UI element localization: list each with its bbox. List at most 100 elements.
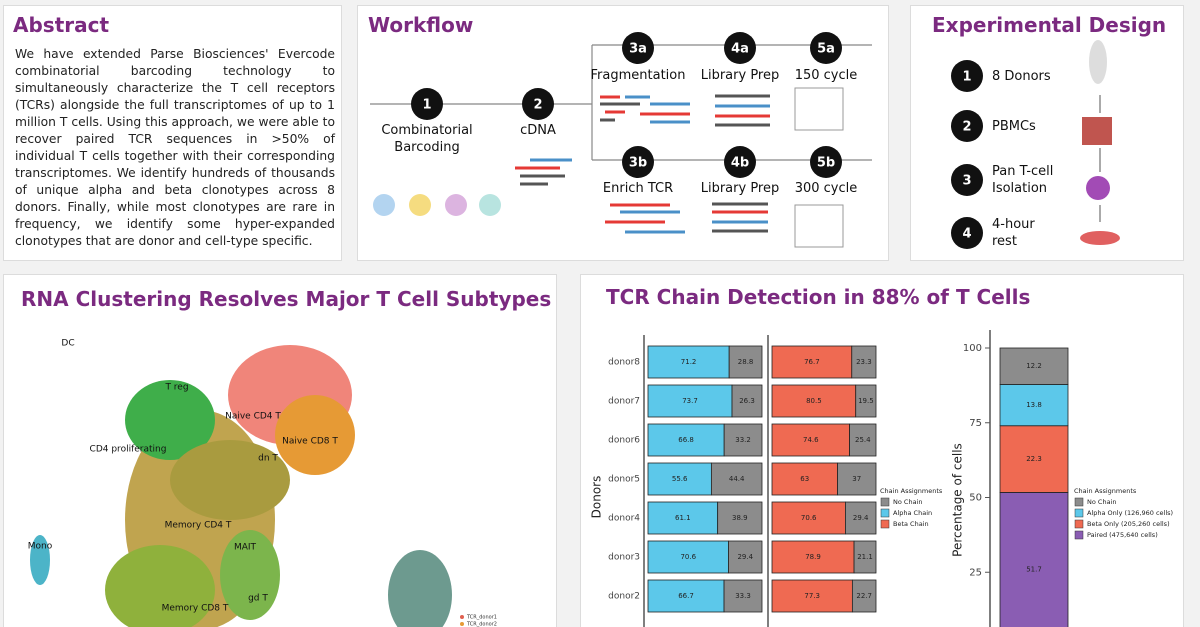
legend-label: Alpha Only (126,960 cells) <box>1087 509 1173 517</box>
legend-swatch <box>880 519 890 529</box>
cluster-label: gd T <box>248 594 268 604</box>
rna-title: RNA Clustering Resolves Major T Cell Sub… <box>21 287 552 311</box>
value-label: 78.9 <box>805 553 821 561</box>
tcr-title: TCR Chain Detection in 88% of T Cells <box>606 285 1031 309</box>
step-badge <box>411 88 443 120</box>
value-label: 76.7 <box>804 358 820 366</box>
bar-segment <box>855 384 877 418</box>
step-label: 150 cycle <box>794 68 858 83</box>
legend-label: Alpha Chain <box>893 509 932 517</box>
value-label: 33.3 <box>735 592 751 600</box>
step-badge <box>951 164 983 196</box>
step-badge <box>522 88 554 120</box>
bar-segment <box>999 347 1069 385</box>
legend-swatch <box>460 622 464 626</box>
value-label: 63 <box>800 475 809 483</box>
step-badge <box>724 32 756 64</box>
value-label: 71.2 <box>681 358 697 366</box>
legend-swatch <box>1074 530 1084 540</box>
step-label: 300 cycle <box>794 181 858 196</box>
workflow-title: Workflow <box>368 13 474 37</box>
bar-segment <box>647 423 725 457</box>
bar-segment <box>647 540 729 574</box>
step-number: 3b <box>629 156 647 171</box>
legend-label: Paired (475,640 cells) <box>1087 531 1158 539</box>
step-label: cDNA <box>520 123 556 138</box>
bar-segment <box>723 423 763 457</box>
step-number: 2 <box>962 120 971 135</box>
bar-segment <box>771 501 846 535</box>
step-badge <box>951 217 983 249</box>
bar-segment <box>851 579 877 613</box>
bar-segment <box>728 540 763 574</box>
value-label: 21.1 <box>857 553 873 561</box>
legend-label: No Chain <box>893 498 922 506</box>
step-badge <box>724 146 756 178</box>
value-label: 25.4 <box>855 436 871 444</box>
step-number: 3a <box>629 42 647 57</box>
step-label: Fragmentation <box>590 68 686 83</box>
bar-segment <box>771 579 853 613</box>
step-number: 4b <box>731 156 749 171</box>
legend-title: Chain Assignments <box>880 487 943 495</box>
step-badge <box>622 146 654 178</box>
value-label: 80.5 <box>806 397 822 405</box>
cluster-label: CD4 proliferating <box>90 445 167 455</box>
value-label: 22.7 <box>856 592 872 600</box>
value-label: 73.7 <box>682 397 698 405</box>
design-label: 8 Donors <box>992 68 1051 84</box>
value-label: 51.7 <box>1026 566 1042 574</box>
y-tick-label: donor5 <box>608 475 640 485</box>
legend-swatch <box>1074 508 1084 518</box>
value-label: 66.7 <box>678 592 694 600</box>
abstract-title: Abstract <box>13 13 110 37</box>
value-label: 38.9 <box>732 514 748 522</box>
bar-segment <box>999 492 1069 627</box>
bar-segment <box>999 384 1069 427</box>
value-label: 22.3 <box>1026 455 1042 463</box>
value-label: 26.3 <box>739 397 755 405</box>
y-axis-label: Donors <box>590 476 604 519</box>
y-axis-label: Percentage of cells <box>951 443 965 557</box>
bar-segment <box>771 423 850 457</box>
y-tick-label: 100 <box>963 343 982 354</box>
barcoding-icons <box>373 194 501 216</box>
bar-segment <box>723 579 763 613</box>
cluster-label: dn T <box>258 454 278 464</box>
value-label: 12.2 <box>1026 362 1042 370</box>
y-tick-label: 75 <box>969 418 982 429</box>
legend-swatch <box>880 497 890 507</box>
y-tick-label: donor4 <box>608 514 640 524</box>
design-arrows <box>1080 40 1120 245</box>
y-tick-label: donor7 <box>608 397 640 407</box>
cluster-label: MAIT <box>234 543 257 553</box>
bar-segment <box>849 423 877 457</box>
bar-segment <box>851 345 877 379</box>
value-label: 70.6 <box>801 514 817 522</box>
legend-label: TCR_donor1 <box>466 615 497 621</box>
bar-segment <box>771 540 855 574</box>
design-label: Pan T-cell Isolation <box>992 164 1054 196</box>
legend-swatch <box>1074 519 1084 529</box>
bar-segment <box>771 462 838 496</box>
step-badge <box>951 110 983 142</box>
bar-segment <box>647 384 733 418</box>
value-label: 44.4 <box>729 475 745 483</box>
cluster-label: Mono <box>28 542 53 552</box>
fragment-icons <box>515 94 770 234</box>
bar-segment <box>647 345 730 379</box>
step-number: 1 <box>422 98 431 113</box>
value-label: 29.4 <box>737 553 753 561</box>
umap <box>30 345 452 627</box>
value-label: 29.4 <box>853 514 869 522</box>
cluster-label: DC <box>61 339 74 349</box>
cluster-label: Memory CD8 T <box>162 604 229 614</box>
legend-label: Beta Chain <box>893 520 929 528</box>
value-label: 66.8 <box>678 436 694 444</box>
cluster-label: Naive CD4 T <box>225 412 281 422</box>
value-label: 23.3 <box>856 358 872 366</box>
y-tick-label: 50 <box>969 493 982 504</box>
step-number: 4a <box>731 42 749 57</box>
legend-swatch <box>1074 497 1084 507</box>
